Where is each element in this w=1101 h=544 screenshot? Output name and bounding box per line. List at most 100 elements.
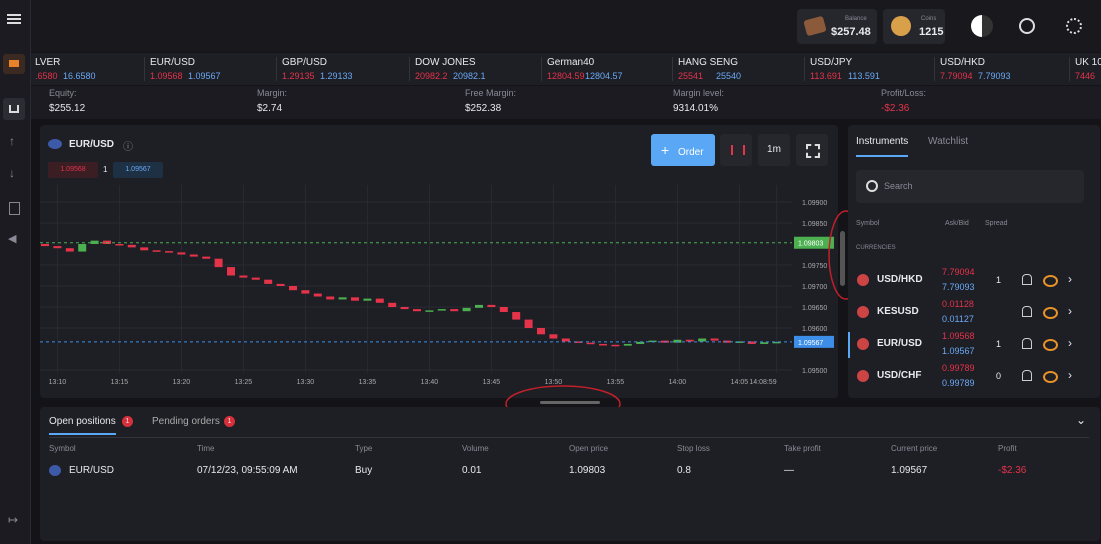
row-symbol[interactable]: KESUSD [877,306,919,317]
tab-badge: 1 [224,416,235,427]
resize-handle[interactable] [540,401,600,404]
candle [611,344,620,347]
home-icon[interactable] [3,98,25,120]
column-header: Type [355,444,373,453]
divider [49,437,1089,438]
ticker-name: HANG SENG [678,57,739,68]
flag [48,139,62,149]
chart-panel: EUR/USD ⓘ 1.09568 1 1.09567 + Order 1m 1… [40,125,845,404]
flag [857,274,869,286]
candle [65,248,74,252]
fullscreen-button[interactable] [796,134,828,166]
candle [425,310,434,312]
y-tick-label: 1.09700 [802,284,827,291]
megaphone-icon[interactable]: ◀ [8,233,17,245]
x-tick-label: 13:55 [607,379,625,386]
eye-icon[interactable] [1043,339,1058,351]
ticker-bid: 25541 [678,71,704,81]
selected-marker [848,332,850,358]
interval-button[interactable]: 1m [758,134,790,166]
chevron[interactable]: › [1068,304,1072,318]
ask-price[interactable]: 1.09567 [113,162,163,178]
tab[interactable]: Instruments [856,136,909,157]
positions-panel: Open positions 1 Pending orders 1 ⌄ Symbol Tim… [40,407,1100,541]
candle [264,279,273,284]
y-tick-label: 1.09750 [802,263,827,270]
order-button[interactable]: + Order [651,134,715,166]
search-box[interactable]: Search [856,170,1084,203]
candle [214,258,223,268]
candle [78,244,87,252]
candle [351,297,359,301]
crown-icon[interactable] [3,54,25,74]
sidebar: ↑ ↓ ◀ ↦ [0,0,31,544]
x-tick-label: 13:40 [421,379,439,386]
column-header: Symbol [856,220,880,227]
candle [698,338,707,342]
cell: -$2.36 [998,465,1027,476]
info-icon[interactable]: ⓘ [123,142,133,153]
eye-icon[interactable] [1043,307,1058,319]
candle [400,307,409,310]
top-bar: Balance $257.48 Coins 1215 [31,0,1101,52]
candle [648,340,657,343]
ticker-name: GBP/USD [282,57,328,68]
ticker-name: EUR/USD [150,57,196,68]
bell-icon[interactable] [1022,306,1032,317]
chevron[interactable]: › [1068,336,1072,350]
candle [723,340,731,343]
cell: 07/12/23, 09:55:09 AM [197,465,298,476]
ticker-ask: 113.591 [848,71,880,81]
tab[interactable]: Watchlist [928,136,969,147]
menu-icon[interactable] [7,14,21,16]
ticker-name: USD/JPY [810,57,853,68]
row-bid: 1.09567 [942,346,975,356]
bid-price[interactable]: 1.09568 [48,162,98,178]
down-icon[interactable]: ↓ [9,166,15,180]
y-tick-label: 1.09600 [802,326,827,333]
ticker-ask: 25540 [716,71,742,81]
cell: — [784,465,794,476]
row-ask: 1.09568 [942,331,975,341]
eye-icon[interactable] [1043,275,1058,287]
chat-icon[interactable] [1019,18,1035,34]
row-spread: 1 [996,275,1002,285]
candle [127,244,136,248]
up-icon[interactable]: ↑ [9,134,15,148]
chart-type-button[interactable] [720,134,752,166]
chevron[interactable]: › [1068,272,1072,286]
eye-icon[interactable] [1043,371,1058,383]
column-header: Take profit [784,444,821,453]
flag [857,306,869,318]
logout-icon[interactable]: ↦ [8,513,19,527]
row-ask: 0.99789 [942,363,975,373]
settings-icon[interactable] [1066,18,1082,34]
collapse-icon[interactable]: ⌄ [1076,413,1087,427]
doc-icon[interactable] [9,202,20,215]
candle [177,252,186,255]
candle [760,342,769,344]
row-symbol[interactable]: EUR/USD [877,338,923,349]
row-symbol[interactable]: USD/HKD [877,274,923,285]
candle [251,277,260,280]
candle [276,283,285,286]
balance-widget[interactable]: Balance $257.48 [797,9,877,44]
instruments-panel: Instruments Watchlist Search Symbol Ask/Bid S… [848,125,1100,398]
tab[interactable]: Pending orders [152,416,220,427]
cell: EUR/USD [69,465,115,476]
column-header: Time [197,444,215,453]
bell-icon[interactable] [1022,338,1032,349]
coins-widget[interactable]: Coins 1215 [883,9,945,44]
chevron[interactable]: › [1068,368,1072,382]
y-tick-label: 1.09650 [802,305,827,312]
row-symbol[interactable]: USD/CHF [877,370,922,381]
bell-icon[interactable] [1022,370,1032,381]
candle [537,328,545,335]
x-tick-label: 13:10 [49,379,67,386]
column-header: Volume [462,444,489,453]
y-tick-label: 1.09500 [802,368,827,375]
bell-icon[interactable] [1022,274,1032,285]
theme-toggle[interactable] [971,15,993,37]
candle [623,343,632,346]
tab[interactable]: Open positions [49,416,116,435]
